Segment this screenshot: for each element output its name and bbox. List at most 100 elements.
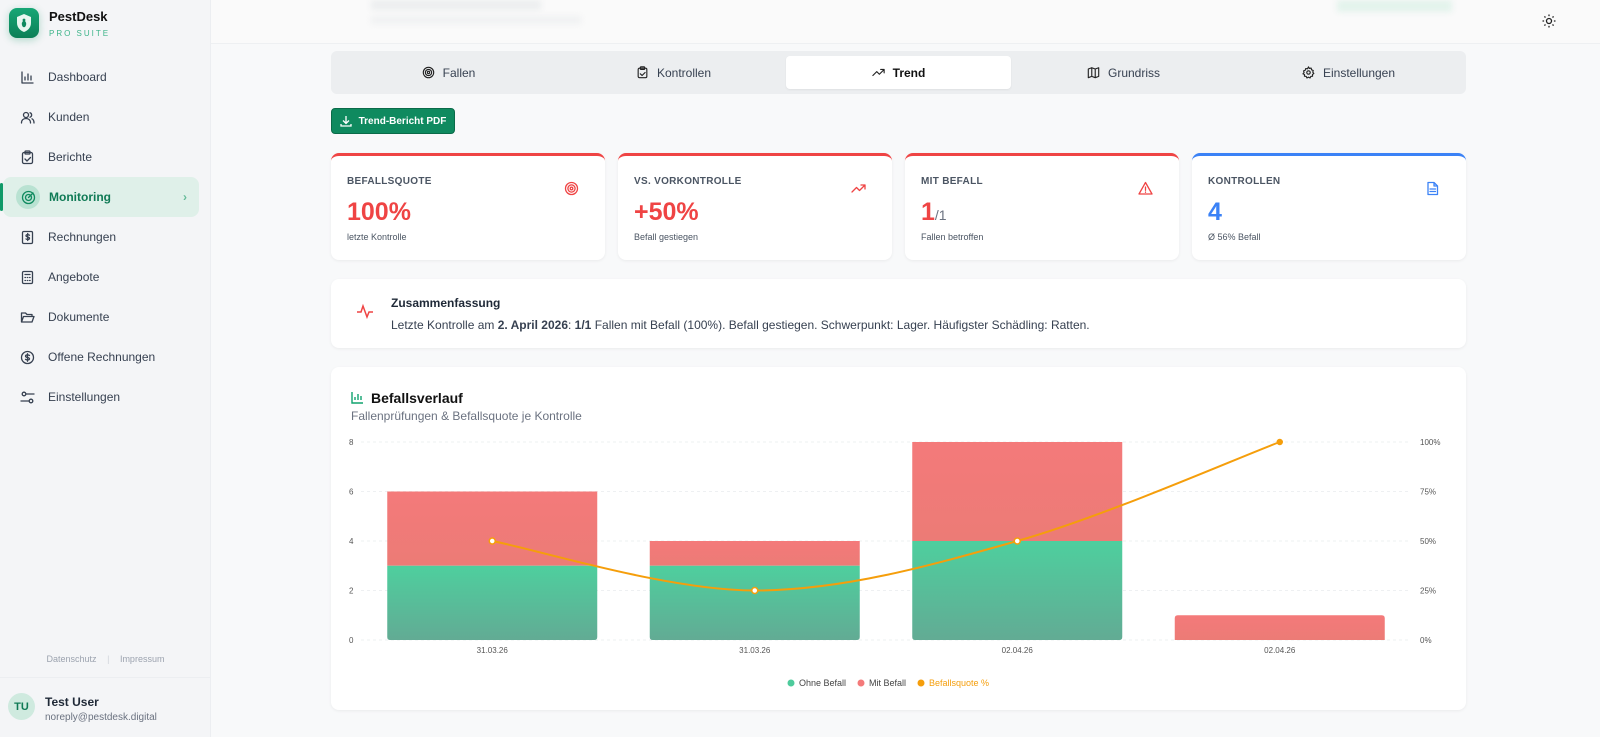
sidebar-item-label: Kunden xyxy=(48,110,90,124)
tab-label: Kontrollen xyxy=(656,65,712,80)
summary-ratio: 1/1 xyxy=(574,318,592,332)
trend-report-pdf-button[interactable]: Trend-Bericht PDF xyxy=(331,108,455,134)
brand-name: PestDesk xyxy=(49,8,108,24)
kpi-card-kontrollen: KONTROLLEN 4 Ø 56% Befall xyxy=(1192,153,1466,260)
befallsquote-point xyxy=(1013,537,1021,545)
tab-label: Trend xyxy=(892,65,926,80)
summary-text: Letzte Kontrolle am 2. April 2026: 1/1 F… xyxy=(391,318,1090,332)
sidebar-nav: Dashboard Kunden Berichte Monitoring › Rechnu… xyxy=(0,57,211,417)
gear-icon xyxy=(1302,66,1315,79)
user-name: Test User xyxy=(45,695,99,709)
kpi-card-vs-vorkontrolle: VS. VORKONTROLLE +50% Befall gestiegen xyxy=(618,153,892,260)
y-tick-label: 8 xyxy=(349,438,354,447)
chevron-right-icon: › xyxy=(183,190,187,204)
radar-icon xyxy=(21,190,35,204)
chart-subtitle: Fallenprüfungen & Befallsquote je Kontro… xyxy=(351,409,582,423)
summary-card: Zusammenfassung Letzte Kontrolle am 2. A… xyxy=(331,279,1466,348)
befallsquote-point xyxy=(1276,438,1283,446)
kpi-subtext: letzte Kontrolle xyxy=(347,232,407,242)
sidebar-item-label: Angebote xyxy=(48,270,100,284)
brand-subtitle: PRO SUITE xyxy=(49,28,111,38)
legend-label: Mit Befall xyxy=(869,678,906,688)
file-text-icon xyxy=(1427,181,1439,196)
y2-tick-label: 0% xyxy=(1420,636,1432,645)
sidebar-item-label: Offene Rechnungen xyxy=(48,350,156,364)
bar-mit-befall xyxy=(912,442,1123,541)
sidebar-item-label: Berichte xyxy=(48,150,93,164)
theme-toggle-sun-icon[interactable] xyxy=(1542,14,1556,28)
tab-kontrollen[interactable]: Kontrollen xyxy=(561,56,786,89)
bar-chart-icon xyxy=(21,70,34,84)
kpi-subtext: Ø 56% Befall xyxy=(1208,232,1261,242)
kpi-value-number: 4 xyxy=(1208,198,1222,226)
logo-shield-icon xyxy=(9,8,39,38)
sidebar-item-dokumente[interactable]: Dokumente xyxy=(3,297,199,337)
brand[interactable]: PestDesk PRO SUITE xyxy=(9,8,110,38)
legend-swatch xyxy=(917,679,925,687)
summary-colon: : xyxy=(568,318,575,332)
kpi-value: +50% xyxy=(634,198,699,227)
y2-tick-label: 75% xyxy=(1420,488,1436,497)
kpi-label: MIT BEFALL xyxy=(921,176,983,187)
sidebar-item-angebote[interactable]: Angebote xyxy=(3,257,199,297)
users-icon xyxy=(20,111,35,124)
separator: | xyxy=(107,654,110,664)
bar-ohne-befall xyxy=(649,565,860,640)
bar-ohne-befall xyxy=(912,541,1123,640)
sidebar-item-einstellungen[interactable]: Einstellungen xyxy=(3,377,199,417)
tab-grundriss[interactable]: Grundriss xyxy=(1011,56,1236,89)
chart-title: Befallsverlauf xyxy=(371,390,463,406)
befallsquote-point xyxy=(488,537,496,545)
chart: 0 2 4 6 8 0% 25% 50% 75% 100% 31.03.26 31.03.26 02.0… xyxy=(349,438,1440,688)
dollar-circle-icon xyxy=(20,350,35,364)
header-subtitle-blurred xyxy=(371,16,581,24)
kpi-card-mit-befall: MIT BEFALL 1/1 Fallen betroffen xyxy=(905,153,1179,260)
sidebar-item-label: Dashboard xyxy=(48,70,107,84)
legend-label: Ohne Befall xyxy=(799,678,846,688)
y-tick-label: 4 xyxy=(349,537,354,546)
tab-label: Fallen xyxy=(442,65,476,80)
tab-label: Einstellungen xyxy=(1322,65,1396,80)
clipboard-check-icon xyxy=(637,66,648,79)
x-tick-label: 02.04.26 xyxy=(1264,646,1296,655)
befallsquote-line xyxy=(492,441,1281,592)
sidebar-item-offene-rechnungen[interactable]: Offene Rechnungen xyxy=(3,337,199,377)
sidebar-item-rechnungen[interactable]: Rechnungen xyxy=(3,217,199,257)
download-icon xyxy=(339,116,352,127)
kpi-label: KONTROLLEN xyxy=(1208,176,1281,187)
header xyxy=(211,0,1600,44)
y2-tick-label: 100% xyxy=(1420,438,1440,447)
kpi-subtext: Fallen betroffen xyxy=(921,232,984,242)
x-tick-label: 31.03.26 xyxy=(477,646,509,655)
y-tick-label: 6 xyxy=(349,488,354,497)
imprint-link[interactable]: Impressum xyxy=(119,654,165,664)
privacy-link[interactable]: Datenschutz xyxy=(46,654,97,664)
activity-pulse-icon xyxy=(357,303,373,319)
tab-fallen[interactable]: Fallen xyxy=(336,56,561,89)
y-tick-label: 2 xyxy=(349,587,354,596)
tab-einstellungen[interactable]: Einstellungen xyxy=(1236,56,1461,89)
sidebar-item-monitoring[interactable]: Monitoring › xyxy=(0,177,199,217)
user-email: noreply@pestdesk.digital xyxy=(45,712,157,723)
tab-trend[interactable]: Trend xyxy=(786,56,1011,89)
kpi-value-suffix: /1 xyxy=(934,207,947,223)
trending-up-icon xyxy=(851,184,866,193)
x-tick-label: 02.04.26 xyxy=(1002,646,1034,655)
kpi-label: BEFALLSQUOTE xyxy=(347,176,432,187)
summary-date: 2. April 2026 xyxy=(497,318,568,332)
sidebar-item-dashboard[interactable]: Dashboard xyxy=(3,57,199,97)
sidebar-item-kunden[interactable]: Kunden xyxy=(3,97,199,137)
target-icon xyxy=(422,66,434,79)
map-icon xyxy=(1087,67,1100,79)
pdf-button-label: Trend-Bericht PDF xyxy=(358,115,447,127)
sliders-icon xyxy=(20,391,35,403)
kpi-value: 100% xyxy=(347,198,411,227)
sidebar-item-berichte[interactable]: Berichte xyxy=(3,137,199,177)
alert-triangle-icon xyxy=(1138,181,1153,195)
summary-rest: Fallen mit Befall (100%). Befall gestieg… xyxy=(591,318,1090,332)
kpi-card-befallsquote: BEFALLSQUOTE 100% letzte Kontrolle xyxy=(331,153,605,260)
bar-mit-befall xyxy=(387,491,598,566)
summary-prefix: Letzte Kontrolle am xyxy=(391,318,498,332)
user-profile[interactable]: TU Test User noreply@pestdesk.digital xyxy=(0,677,211,737)
tab-bar: Fallen Kontrollen Trend Grundriss Einstellun… xyxy=(331,51,1466,94)
